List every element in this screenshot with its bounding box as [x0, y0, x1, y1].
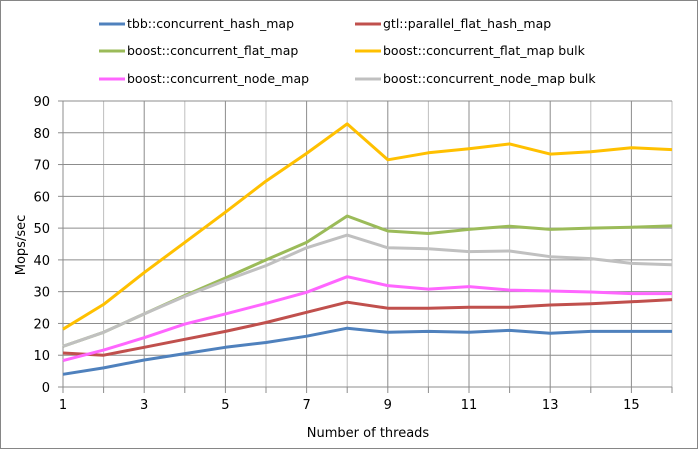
x-tick-label: 7 — [302, 398, 310, 413]
series-line — [62, 326, 672, 376]
y-tick-label: 10 — [33, 349, 50, 364]
y-axis-label: Mops/sec — [14, 215, 29, 276]
legend-entry-label: boost::concurrent_node_map — [127, 71, 309, 86]
x-axis-label: Number of threads — [307, 426, 430, 441]
series-line — [62, 275, 672, 363]
legend-entry-label: gtl::parallel_flat_hash_map — [383, 16, 551, 31]
legend-entry-label: boost::concurrent_node_map bulk — [383, 71, 596, 86]
y-tick-label: 50 — [33, 222, 50, 237]
x-tick-label: 1 — [59, 398, 67, 413]
y-tick-label: 60 — [33, 190, 50, 205]
series-line — [62, 298, 673, 357]
y-tick-label: 20 — [33, 317, 50, 332]
y-tick-label: 30 — [33, 286, 50, 301]
x-tick-label: 13 — [542, 398, 559, 413]
x-tick-label: 3 — [140, 398, 148, 413]
y-tick-label: 40 — [33, 254, 50, 269]
series-lines — [62, 122, 673, 376]
legend-entry-label: tbb::concurrent_hash_map — [127, 16, 294, 31]
series-line — [62, 233, 673, 348]
legend: tbb::concurrent_hash_map gtl::parallel_fl… — [99, 16, 596, 86]
x-tick-label: 5 — [221, 398, 229, 413]
x-tick-label: 15 — [623, 398, 640, 413]
legend-entry-label: boost::concurrent_flat_map bulk — [383, 43, 586, 58]
x-tick-label: 11 — [461, 398, 478, 413]
y-tick-label: 70 — [33, 159, 50, 174]
y-tick-label: 0 — [42, 381, 50, 396]
legend-entry-label: boost::concurrent_flat_map — [127, 43, 298, 58]
y-tick-label: 80 — [33, 127, 50, 142]
y-tick-label: 90 — [33, 95, 50, 110]
x-tick-label: 9 — [384, 398, 392, 413]
series-line — [62, 122, 673, 331]
